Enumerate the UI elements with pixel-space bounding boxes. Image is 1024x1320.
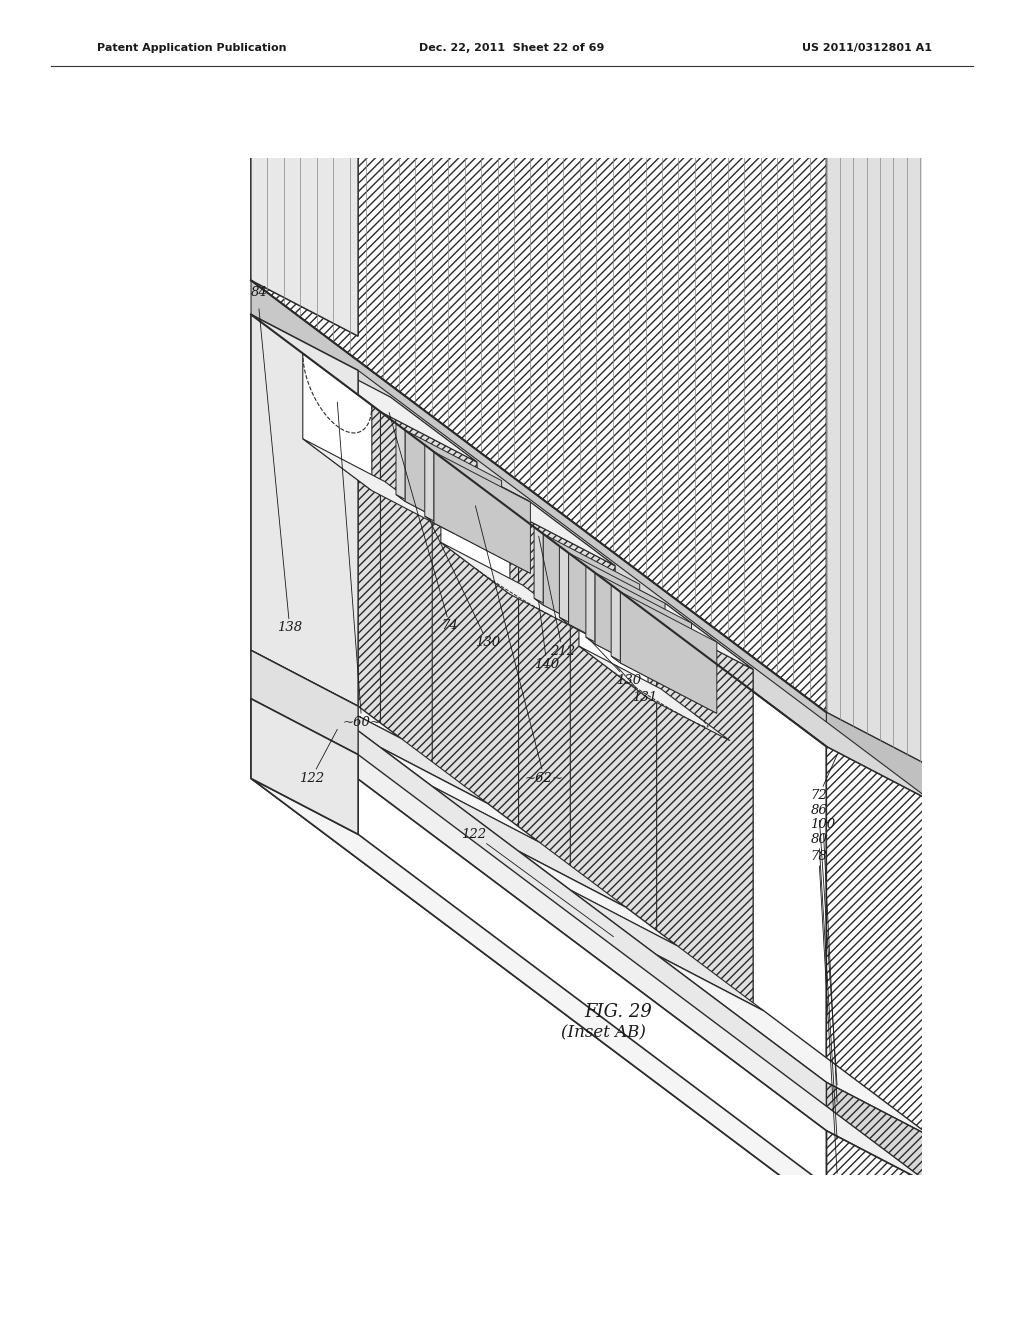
- Polygon shape: [251, 280, 826, 747]
- Polygon shape: [621, 591, 717, 713]
- Polygon shape: [667, 605, 753, 1006]
- Polygon shape: [251, 314, 934, 803]
- Text: 80: 80: [811, 833, 837, 1139]
- Polygon shape: [381, 412, 432, 787]
- Polygon shape: [432, 787, 626, 907]
- Polygon shape: [656, 619, 753, 1006]
- Text: Dec. 22, 2011  Sheet 22 of 69: Dec. 22, 2011 Sheet 22 of 69: [419, 42, 605, 53]
- Polygon shape: [656, 954, 934, 1138]
- Polygon shape: [251, 651, 401, 739]
- Polygon shape: [528, 500, 615, 902]
- Text: 72: 72: [811, 755, 837, 803]
- Polygon shape: [559, 546, 568, 624]
- Polygon shape: [425, 445, 434, 523]
- Polygon shape: [570, 554, 667, 940]
- Polygon shape: [656, 619, 826, 1082]
- Polygon shape: [441, 543, 592, 638]
- Text: ~62~: ~62~: [475, 506, 564, 785]
- Polygon shape: [826, 1, 934, 768]
- Polygon shape: [251, 280, 934, 768]
- Polygon shape: [595, 573, 691, 694]
- Polygon shape: [559, 618, 665, 675]
- Text: 130: 130: [591, 640, 641, 688]
- Text: FIG. 29: FIG. 29: [585, 1003, 652, 1022]
- Polygon shape: [518, 851, 678, 946]
- Text: 140: 140: [535, 602, 559, 671]
- Polygon shape: [535, 598, 640, 656]
- Polygon shape: [406, 430, 502, 552]
- Polygon shape: [381, 747, 540, 842]
- Polygon shape: [441, 457, 510, 594]
- Polygon shape: [303, 354, 372, 491]
- Text: 74: 74: [389, 412, 458, 632]
- Text: 122: 122: [461, 828, 613, 937]
- Polygon shape: [251, 698, 826, 1210]
- Polygon shape: [579, 645, 730, 741]
- Text: ~60~: ~60~: [337, 403, 381, 729]
- Polygon shape: [432, 450, 615, 566]
- Polygon shape: [826, 747, 934, 1138]
- Polygon shape: [381, 412, 477, 797]
- Polygon shape: [518, 515, 570, 890]
- Text: (Inset AB): (Inset AB): [560, 1024, 645, 1041]
- Polygon shape: [611, 585, 621, 663]
- Polygon shape: [251, 314, 358, 706]
- Text: 84: 84: [251, 286, 267, 300]
- Polygon shape: [396, 495, 502, 552]
- Polygon shape: [251, 651, 826, 1131]
- Polygon shape: [432, 450, 528, 837]
- Text: 130: 130: [429, 520, 500, 648]
- Polygon shape: [294, 347, 477, 462]
- Polygon shape: [826, 1131, 934, 1266]
- Polygon shape: [826, 1082, 934, 1187]
- Polygon shape: [396, 424, 406, 502]
- Polygon shape: [251, 779, 934, 1266]
- Polygon shape: [611, 656, 717, 713]
- Polygon shape: [251, 314, 294, 682]
- Polygon shape: [826, 713, 934, 803]
- Text: 78: 78: [811, 850, 837, 1173]
- Polygon shape: [251, 698, 934, 1187]
- Text: 131: 131: [615, 665, 657, 704]
- Polygon shape: [570, 554, 753, 669]
- Polygon shape: [294, 347, 390, 733]
- Text: 86: 86: [811, 804, 837, 1085]
- Text: US 2011/0312801 A1: US 2011/0312801 A1: [802, 42, 932, 53]
- Polygon shape: [251, 651, 358, 755]
- Polygon shape: [251, 0, 826, 713]
- Text: 212: 212: [539, 536, 575, 657]
- Text: 122: 122: [299, 730, 337, 785]
- Polygon shape: [294, 682, 487, 804]
- Polygon shape: [544, 535, 640, 656]
- Polygon shape: [579, 561, 648, 698]
- Polygon shape: [390, 397, 477, 797]
- Polygon shape: [586, 638, 691, 694]
- Text: 138: 138: [259, 309, 302, 635]
- Polygon shape: [568, 553, 665, 675]
- Polygon shape: [303, 438, 454, 533]
- Polygon shape: [251, 0, 358, 337]
- Polygon shape: [586, 566, 595, 644]
- Text: 100: 100: [811, 817, 837, 1102]
- Polygon shape: [535, 527, 544, 605]
- Text: Patent Application Publication: Patent Application Publication: [97, 42, 287, 53]
- Polygon shape: [434, 451, 530, 573]
- Polygon shape: [425, 516, 530, 573]
- Polygon shape: [518, 515, 615, 902]
- Polygon shape: [251, 698, 358, 834]
- Polygon shape: [570, 890, 764, 1011]
